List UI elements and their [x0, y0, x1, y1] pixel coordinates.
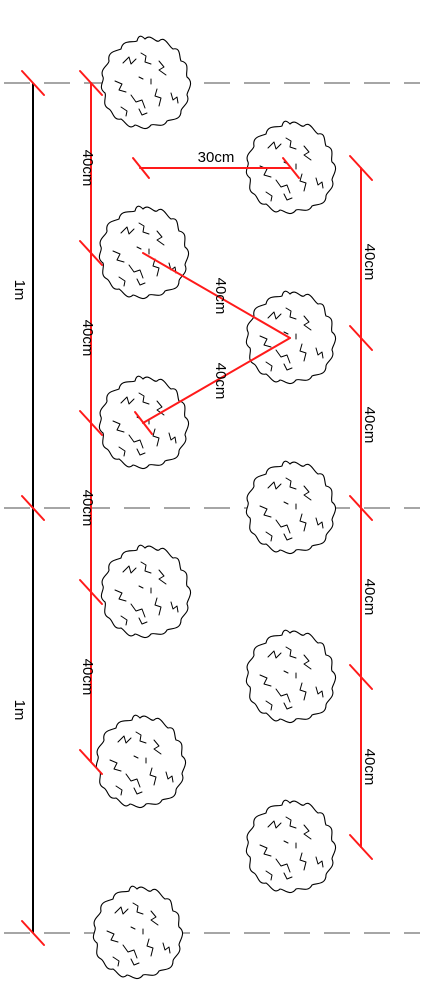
right-tick-4	[349, 664, 373, 690]
plant-left-4	[100, 544, 192, 639]
diagonal-label-lower: 40cm	[212, 363, 229, 400]
plant-right-3	[245, 460, 337, 555]
meter-tick-middle	[21, 495, 45, 521]
left-tick-3	[79, 410, 103, 436]
meter-label-top: 1m	[11, 280, 28, 301]
right-label-4: 40cm	[361, 749, 378, 786]
plant-left-5	[95, 714, 187, 809]
meter-tick-top	[21, 70, 45, 96]
right-label-2: 40cm	[361, 407, 378, 444]
right-label-3: 40cm	[361, 579, 378, 616]
right-label-1: 40cm	[361, 244, 378, 281]
plant-left-1	[100, 35, 192, 130]
right-tick-2	[349, 325, 373, 351]
diagonal-line-upper	[142, 252, 291, 339]
diagonal-line-lower	[142, 337, 291, 424]
diagonal-label-upper: 40cm	[212, 278, 229, 315]
left-label-4: 40cm	[79, 659, 96, 696]
plant-left-6	[92, 885, 184, 980]
plant-right-5	[245, 799, 337, 894]
right-tick-3	[349, 495, 373, 521]
left-label-3: 40cm	[79, 490, 96, 527]
left-tick-2	[79, 240, 103, 266]
left-tick-4	[79, 579, 103, 605]
meter-label-bottom: 1m	[11, 700, 28, 721]
left-label-2: 40cm	[79, 320, 96, 357]
meter-tick-bottom	[21, 920, 45, 946]
left-tick-1	[79, 70, 103, 96]
offset-tick-right	[282, 157, 300, 179]
left-tick-5	[79, 749, 103, 775]
offset-tick-left	[132, 157, 150, 179]
offset-label: 30cm	[198, 149, 235, 166]
right-tick-5	[349, 834, 373, 860]
diagonal-tick	[134, 411, 153, 435]
left-label-1: 40cm	[79, 150, 96, 187]
right-tick-1	[349, 155, 373, 181]
plant-left-2	[98, 205, 190, 300]
plant-right-2	[245, 290, 337, 385]
plant-right-4	[245, 629, 337, 724]
